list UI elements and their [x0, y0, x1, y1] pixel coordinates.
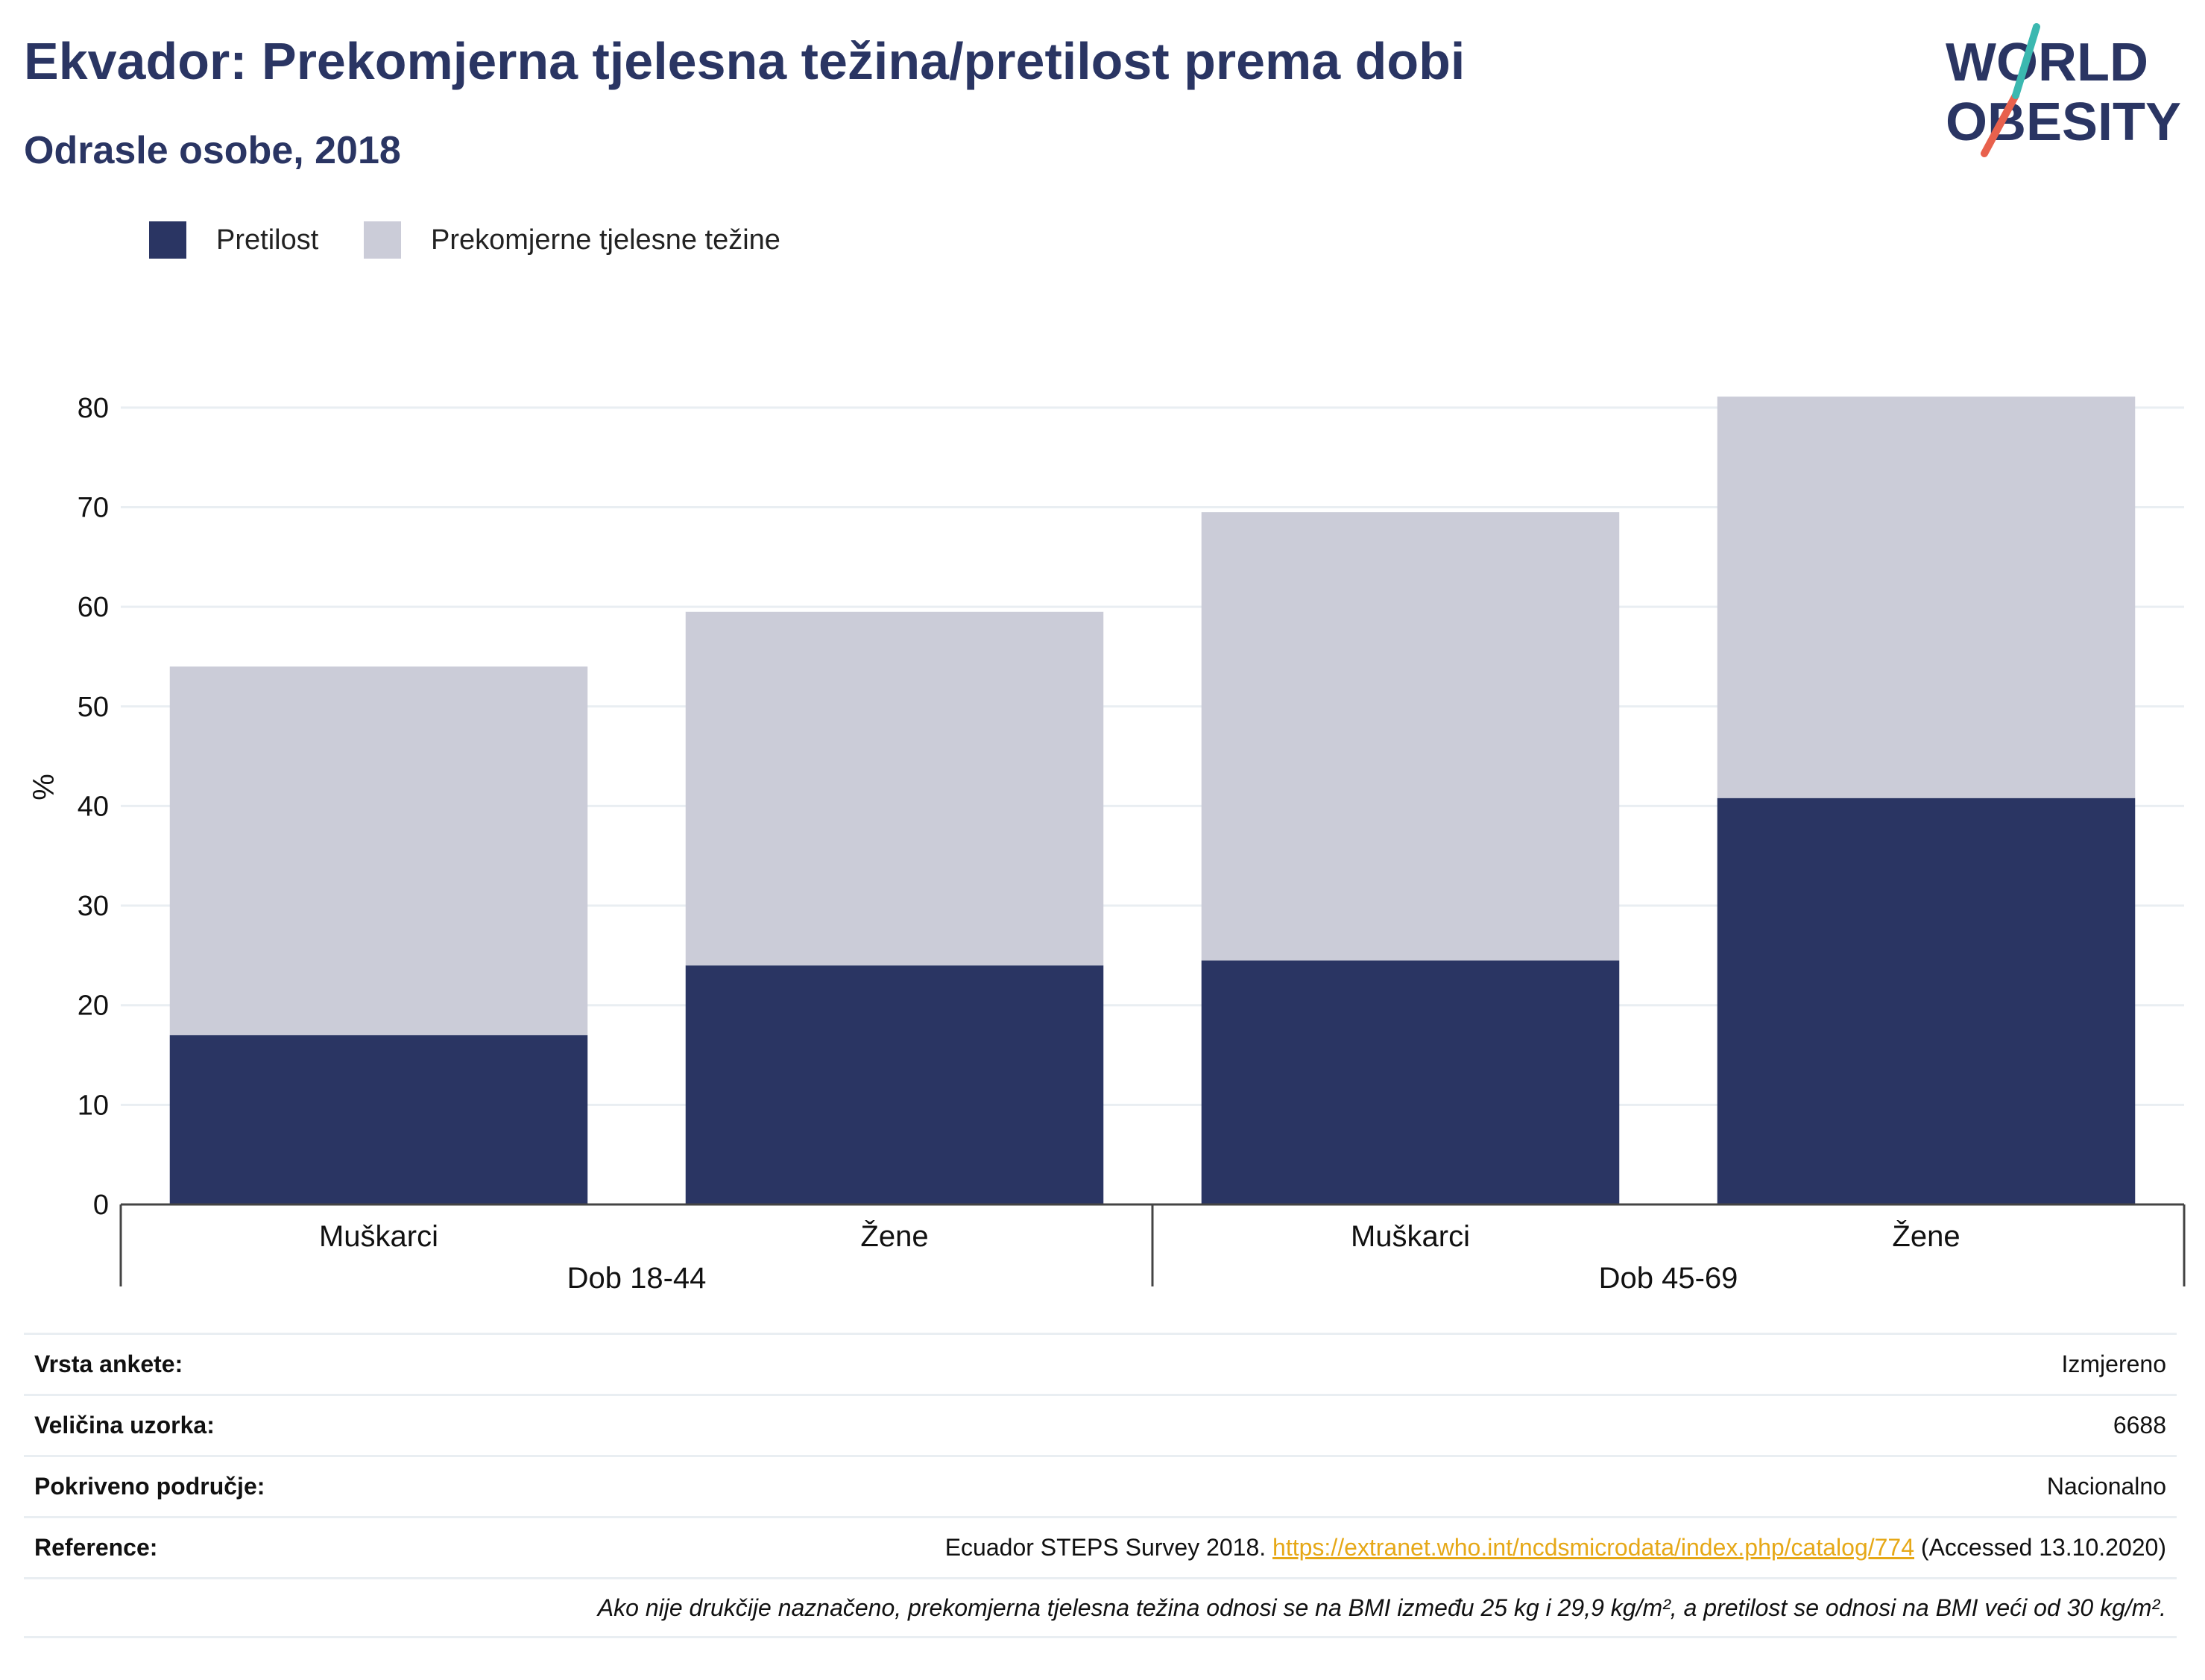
bar-obesity — [1201, 960, 1620, 1204]
y-tick-label: 20 — [78, 991, 109, 1022]
y-tick-label: 0 — [93, 1190, 109, 1221]
reference-link[interactable]: https://extranet.who.int/ncdsmicrodata/i… — [1272, 1534, 1915, 1561]
bar-overweight — [685, 611, 1104, 966]
page-title: Ekvador: Prekomjerna tjelesna težina/pre… — [24, 32, 1466, 90]
bmi-definition-note: Ako nije drukčije naznačeno, prekomjerna… — [597, 1594, 2166, 1621]
info-row-sample-size: Veličina uzorka: 6688 — [24, 1394, 2177, 1455]
bar-overweight — [169, 666, 588, 1035]
y-tick-label: 40 — [78, 791, 109, 822]
logo-slash-red — [1981, 92, 2019, 157]
world-obesity-logo: WORLD OBESITY — [1946, 23, 2181, 157]
legend-label-overweight: Prekomjerne tjelesne težine — [431, 224, 780, 256]
coverage-label: Pokriveno područje: — [34, 1473, 265, 1500]
x-group-label: Dob 45-69 — [1599, 1262, 1738, 1295]
bar-overweight — [1201, 512, 1620, 961]
legend-swatch-obesity — [149, 221, 186, 259]
info-row-coverage: Pokriveno područje: Nacionalno — [24, 1455, 2177, 1516]
bar-obesity — [685, 965, 1104, 1204]
bar-overweight — [1717, 397, 2136, 798]
info-row-survey-type: Vrsta ankete: Izmjereno — [24, 1333, 2177, 1394]
info-row-reference: Reference: Ecuador STEPS Survey 2018. ht… — [24, 1516, 2177, 1577]
logo-line-2: OBESITY — [1946, 92, 2181, 152]
y-tick-label: 50 — [78, 692, 109, 723]
survey-type-label: Vrsta ankete: — [34, 1351, 183, 1377]
legend-item-overweight: Prekomjerne tjelesne težine — [364, 221, 780, 259]
y-tick-label: 70 — [78, 492, 109, 523]
stacked-bar-chart: 0 10 20 30 40 50 60 70 80% Muškarci Žene Muškarci Že… — [28, 393, 2186, 1295]
info-row-note: Ako nije drukčije naznačeno, prekomjerna… — [24, 1577, 2177, 1638]
coverage-value: Nacionalno — [2046, 1473, 2166, 1500]
legend-label-obesity: Pretilost — [216, 224, 319, 256]
sample-size-label: Veličina uzorka: — [34, 1412, 215, 1439]
bar-obesity — [1717, 798, 2136, 1204]
x-tick-label: Žene — [860, 1219, 928, 1253]
y-tick-label: 60 — [78, 592, 109, 623]
x-group-label: Dob 18-44 — [567, 1262, 707, 1295]
bars — [169, 397, 2136, 1204]
reference-label: Reference: — [34, 1534, 158, 1561]
y-tick-label: 30 — [78, 891, 109, 922]
logo-line-1: WORLD — [1946, 33, 2148, 92]
bar-obesity — [169, 1035, 588, 1204]
x-tick-label: Muškarci — [1351, 1220, 1470, 1253]
reference-prefix: Ecuador STEPS Survey 2018. — [944, 1534, 1273, 1561]
axes: 0 10 20 30 40 50 60 70 80% Muškarci Žene Muškarci Že… — [28, 393, 2186, 1295]
logo-slash-teal — [2012, 23, 2040, 99]
y-tick-label: 10 — [78, 1090, 109, 1121]
reference-value: Ecuador STEPS Survey 2018. https://extra… — [945, 1534, 2166, 1561]
sample-size-value: 6688 — [2113, 1412, 2166, 1439]
y-tick-label: 80 — [78, 393, 109, 424]
page-subtitle: Odrasle osobe, 2018 — [24, 129, 401, 172]
x-tick-label: Muškarci — [319, 1220, 438, 1253]
survey-info-table: Vrsta ankete: Izmjereno Veličina uzorka:… — [24, 1333, 2177, 1638]
legend-swatch-overweight — [364, 221, 401, 259]
legend-item-obesity: Pretilost — [149, 221, 318, 259]
y-axis-label: % — [28, 774, 60, 800]
reference-suffix: (Accessed 13.10.2020) — [1914, 1534, 2166, 1561]
survey-type-value: Izmjereno — [2061, 1351, 2167, 1377]
x-tick-label: Žene — [1892, 1219, 1960, 1253]
